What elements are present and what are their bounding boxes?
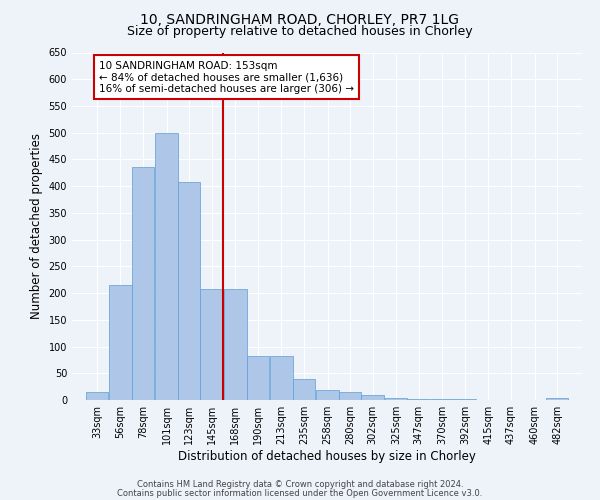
X-axis label: Distribution of detached houses by size in Chorley: Distribution of detached houses by size … — [178, 450, 476, 463]
Bar — [155, 132, 178, 400]
Bar — [339, 392, 361, 400]
Bar — [247, 356, 269, 400]
Bar — [224, 289, 247, 400]
Bar — [200, 289, 223, 400]
Bar — [178, 182, 200, 400]
Text: 10 SANDRINGHAM ROAD: 153sqm
← 84% of detached houses are smaller (1,636)
16% of : 10 SANDRINGHAM ROAD: 153sqm ← 84% of det… — [99, 60, 354, 94]
Bar — [293, 378, 315, 400]
Text: 10, SANDRINGHAM ROAD, CHORLEY, PR7 1LG: 10, SANDRINGHAM ROAD, CHORLEY, PR7 1LG — [140, 12, 460, 26]
Bar — [361, 394, 384, 400]
Bar — [131, 168, 154, 400]
Bar — [270, 356, 293, 400]
Text: Size of property relative to detached houses in Chorley: Size of property relative to detached ho… — [127, 25, 473, 38]
Bar — [86, 392, 108, 400]
Bar — [316, 390, 339, 400]
Text: Contains public sector information licensed under the Open Government Licence v3: Contains public sector information licen… — [118, 488, 482, 498]
Text: Contains HM Land Registry data © Crown copyright and database right 2024.: Contains HM Land Registry data © Crown c… — [137, 480, 463, 489]
Bar — [546, 398, 568, 400]
Bar — [109, 285, 131, 400]
Y-axis label: Number of detached properties: Number of detached properties — [30, 133, 43, 320]
Bar — [385, 398, 407, 400]
